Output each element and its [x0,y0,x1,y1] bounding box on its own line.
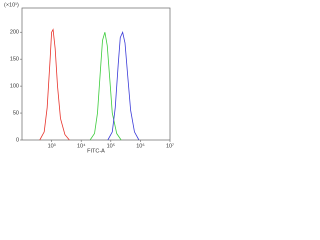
page: {"chart_data":{"type":"line","y_unit_lab… [4,2,175,155]
y-tick-label: 100 [10,84,19,90]
chart: (×10¹) FITC-A 0 50 100 150 200 10³ 10⁴ 10⁵ 10⁶ 10… [4,2,174,154]
y-tick-label: 50 [13,111,19,117]
y-unit-label: (×10¹) [4,2,19,8]
histogram-curve [107,30,140,141]
y-tick-label: 0 [16,137,19,143]
plot-frame [21,7,171,141]
x-tick-label: 10⁵ [107,142,115,149]
x-tick-label: 10⁷ [166,142,174,149]
y-tick-label: 200 [10,30,19,36]
y-tick-label: 150 [10,57,19,63]
x-tick-label: 10³ [48,143,56,149]
x-tick-label: 10⁴ [77,142,86,149]
x-axis-label: FITC-A [87,148,105,154]
histogram-curve [39,28,70,141]
x-tick-label: 10⁶ [136,142,144,149]
